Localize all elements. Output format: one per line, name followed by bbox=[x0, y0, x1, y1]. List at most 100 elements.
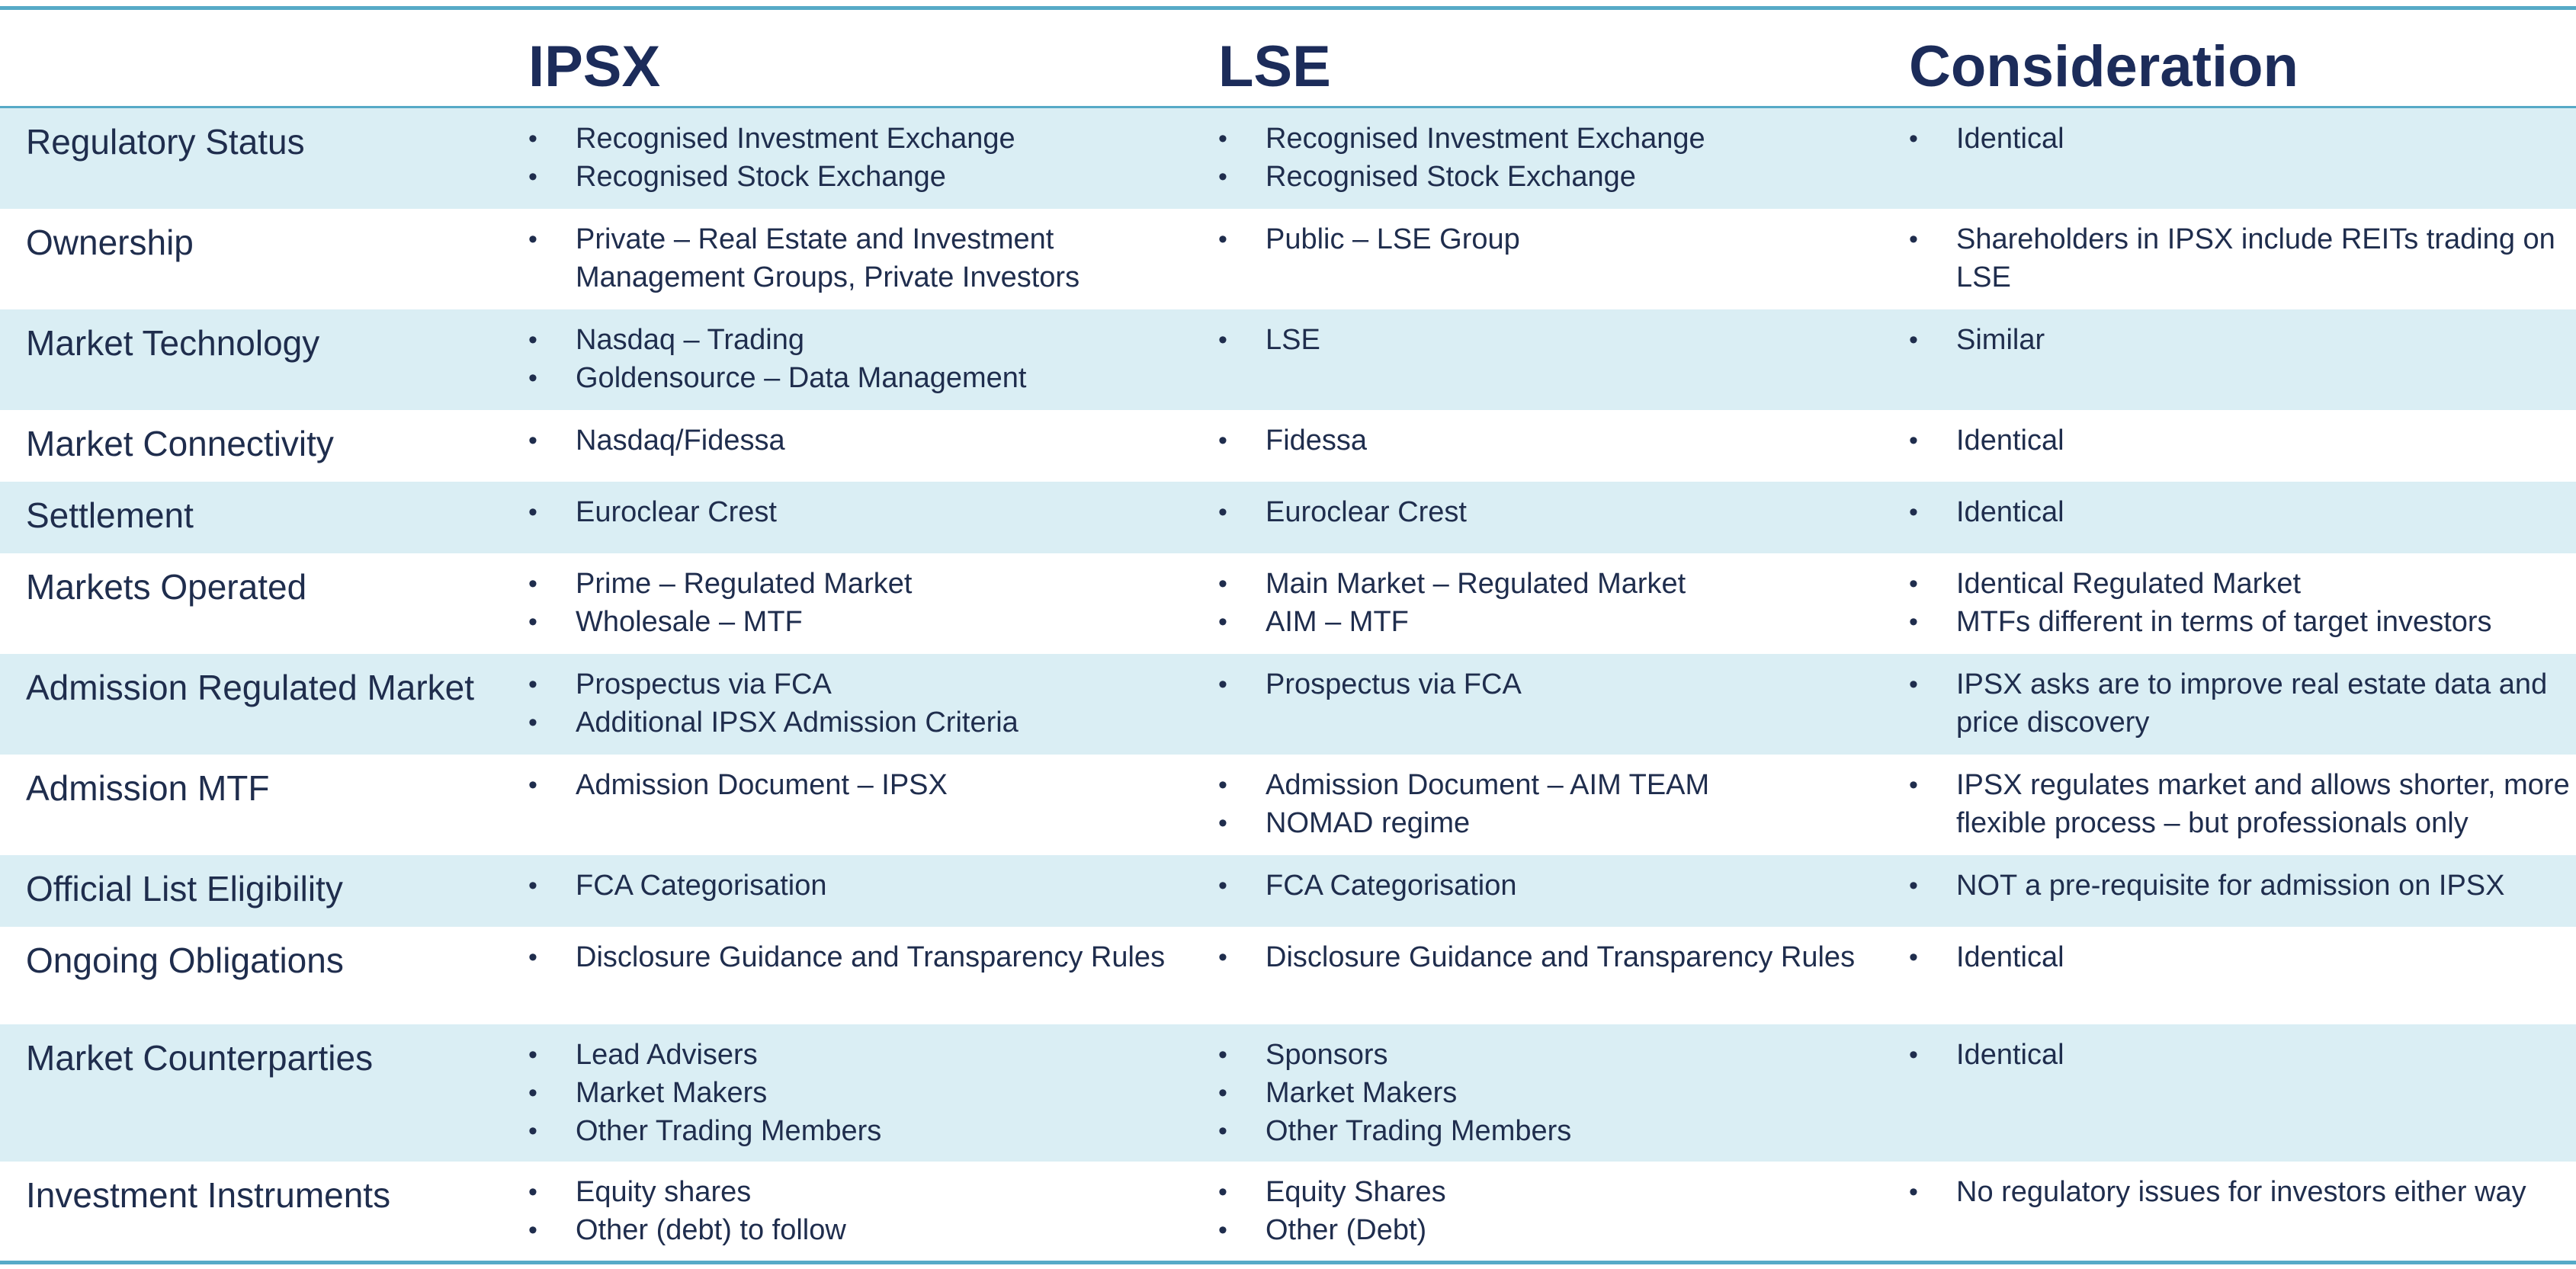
list-item: Fidessa bbox=[1218, 421, 1866, 460]
list-item: Market Makers bbox=[1218, 1074, 1866, 1112]
lse-cell: Euroclear Crest bbox=[1218, 493, 1866, 531]
lse-cell: FCA Categorisation bbox=[1218, 867, 1866, 905]
list-item: Main Market – Regulated Market bbox=[1218, 565, 1866, 603]
list-item: Disclosure Guidance and Transparency Rul… bbox=[1218, 938, 1866, 976]
header-lse: LSE bbox=[1218, 34, 1331, 99]
lse-cell: Fidessa bbox=[1218, 421, 1866, 460]
list-item: Euroclear Crest bbox=[1218, 493, 1866, 531]
ipsx-cell: Prospectus via FCA Additional IPSX Admis… bbox=[528, 665, 1176, 742]
table-row: Regulatory Status Recognised Investment … bbox=[0, 108, 2576, 209]
ipsx-cell: Nasdaq – Trading Goldensource – Data Man… bbox=[528, 321, 1176, 397]
list-item: Disclosure Guidance and Transparency Rul… bbox=[528, 938, 1176, 976]
ipsx-cell: Prime – Regulated Market Wholesale – MTF bbox=[528, 565, 1176, 641]
list-item: Identical Regulated Market bbox=[1909, 565, 2565, 603]
row-label: Ownership bbox=[26, 223, 194, 262]
list-item: Additional IPSX Admission Criteria bbox=[528, 703, 1176, 742]
row-label: Admission MTF bbox=[26, 768, 270, 808]
table-row: Admission Regulated Market Prospectus vi… bbox=[0, 654, 2576, 755]
row-label: Ongoing Obligations bbox=[26, 941, 344, 980]
list-item: Identical bbox=[1909, 493, 2565, 531]
top-rule bbox=[0, 6, 2576, 10]
list-item: FCA Categorisation bbox=[1218, 867, 1866, 905]
list-item: Other Trading Members bbox=[1218, 1112, 1866, 1150]
list-item: Prime – Regulated Market bbox=[528, 565, 1176, 603]
list-item: Private – Real Estate and InvestmentMana… bbox=[528, 220, 1176, 296]
ipsx-cell: Private – Real Estate and InvestmentMana… bbox=[528, 220, 1176, 296]
list-item: AIM – MTF bbox=[1218, 603, 1866, 641]
list-item: Wholesale – MTF bbox=[528, 603, 1176, 641]
ipsx-cell: FCA Categorisation bbox=[528, 867, 1176, 905]
consideration-cell: IPSX regulates market and allows shorter… bbox=[1909, 766, 2570, 842]
consideration-cell: NOT a pre-requisite for admission on IPS… bbox=[1909, 867, 2565, 905]
ipsx-cell: Recognised Investment Exchange Recognise… bbox=[528, 120, 1176, 196]
table-row: Ownership Private – Real Estate and Inve… bbox=[0, 209, 2576, 309]
row-label: Market Technology bbox=[26, 323, 320, 363]
lse-cell: Disclosure Guidance and Transparency Rul… bbox=[1218, 938, 1866, 976]
list-item: Similar bbox=[1909, 321, 2565, 359]
consideration-cell: Identical Regulated Market MTFs differen… bbox=[1909, 565, 2565, 641]
ipsx-cell: Nasdaq/Fidessa bbox=[528, 421, 1176, 460]
table-row: Market Connectivity Nasdaq/Fidessa Fides… bbox=[0, 410, 2576, 482]
lse-cell: Main Market – Regulated Market AIM – MTF bbox=[1218, 565, 1866, 641]
list-item: Lead Advisers bbox=[528, 1036, 1176, 1074]
list-item: Admission Document – IPSX bbox=[528, 766, 1176, 804]
list-item: Market Makers bbox=[528, 1074, 1176, 1112]
consideration-cell: Identical bbox=[1909, 421, 2565, 460]
list-item: Other (debt) to follow bbox=[528, 1211, 1176, 1249]
list-item: Identical bbox=[1909, 120, 2565, 158]
lse-cell: Equity Shares Other (Debt) bbox=[1218, 1173, 1866, 1249]
list-item: Euroclear Crest bbox=[528, 493, 1176, 531]
row-label: Market Connectivity bbox=[26, 424, 334, 463]
consideration-cell: IPSX asks are to improve real estate dat… bbox=[1909, 665, 2565, 742]
list-item: Equity shares bbox=[528, 1173, 1176, 1211]
table-row: Admission MTF Admission Document – IPSX … bbox=[0, 755, 2576, 855]
lse-cell: LSE bbox=[1218, 321, 1866, 359]
list-item: Recognised Investment Exchange bbox=[528, 120, 1176, 158]
row-label: Admission Regulated Market bbox=[26, 668, 475, 707]
table-row: Ongoing Obligations Disclosure Guidance … bbox=[0, 927, 2576, 1024]
list-item: FCA Categorisation bbox=[528, 867, 1176, 905]
header-ipsx: IPSX bbox=[528, 34, 661, 99]
bottom-rule bbox=[0, 1261, 2576, 1264]
list-item: NOT a pre-requisite for admission on IPS… bbox=[1909, 867, 2565, 905]
list-item: Other (Debt) bbox=[1218, 1211, 1866, 1249]
list-item: IPSX regulates market and allows shorter… bbox=[1909, 766, 2570, 842]
consideration-cell: Identical bbox=[1909, 1036, 2565, 1074]
list-item: Identical bbox=[1909, 938, 2565, 976]
row-label: Investment Instruments bbox=[26, 1175, 391, 1215]
list-item: NOMAD regime bbox=[1218, 804, 1866, 842]
list-item: Nasdaq/Fidessa bbox=[528, 421, 1176, 460]
list-item: MTFs different in terms of target invest… bbox=[1909, 603, 2565, 641]
lse-cell: Admission Document – AIM TEAM NOMAD regi… bbox=[1218, 766, 1866, 842]
list-item: Nasdaq – Trading bbox=[528, 321, 1176, 359]
row-label: Official List Eligibility bbox=[26, 869, 343, 908]
table-row: Markets Operated Prime – Regulated Marke… bbox=[0, 553, 2576, 654]
list-item: Prospectus via FCA bbox=[1218, 665, 1866, 703]
list-item: Other Trading Members bbox=[528, 1112, 1176, 1150]
row-label: Market Counterparties bbox=[26, 1038, 374, 1078]
row-label: Regulatory Status bbox=[26, 122, 305, 162]
row-label: Settlement bbox=[26, 495, 194, 535]
ipsx-cell: Lead Advisers Market Makers Other Tradin… bbox=[528, 1036, 1176, 1150]
ipsx-cell: Admission Document – IPSX bbox=[528, 766, 1176, 804]
list-item: Identical bbox=[1909, 421, 2565, 460]
table-row: Official List Eligibility FCA Categorisa… bbox=[0, 855, 2576, 927]
ipsx-cell: Disclosure Guidance and Transparency Rul… bbox=[528, 938, 1176, 976]
lse-cell: Prospectus via FCA bbox=[1218, 665, 1866, 703]
row-label: Markets Operated bbox=[26, 567, 307, 607]
table-row: Market Technology Nasdaq – Trading Golde… bbox=[0, 309, 2576, 410]
list-item: Goldensource – Data Management bbox=[528, 359, 1176, 397]
lse-cell: Recognised Investment Exchange Recognise… bbox=[1218, 120, 1866, 196]
header-rule bbox=[0, 106, 2576, 108]
table-row: Market Counterparties Lead Advisers Mark… bbox=[0, 1024, 2576, 1162]
list-item: LSE bbox=[1218, 321, 1866, 359]
consideration-cell: Identical bbox=[1909, 120, 2565, 158]
ipsx-cell: Equity shares Other (debt) to follow bbox=[528, 1173, 1176, 1249]
list-item: Recognised Investment Exchange bbox=[1218, 120, 1866, 158]
list-item: Public – LSE Group bbox=[1218, 220, 1866, 258]
consideration-cell: Shareholders in IPSX include REITs tradi… bbox=[1909, 220, 2565, 296]
ipsx-cell: Euroclear Crest bbox=[528, 493, 1176, 531]
list-item: Identical bbox=[1909, 1036, 2565, 1074]
consideration-cell: No regulatory issues for investors eithe… bbox=[1909, 1173, 2565, 1211]
